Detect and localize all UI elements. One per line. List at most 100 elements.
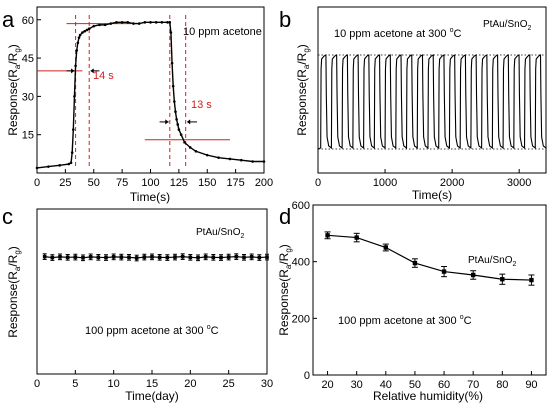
data-point-a (240, 158, 243, 162)
x-tick-label-b: 3000 (507, 177, 531, 189)
data-point-a (170, 61, 174, 65)
panel-d: d PtAu/SnO2 100 ppm acetone at 300 oC Re… (277, 200, 547, 403)
x-tick-label-d: 40 (380, 379, 392, 391)
data-point-a (73, 95, 76, 98)
data-point-c (196, 255, 200, 260)
x-tick-label-b: 0 (315, 177, 321, 189)
data-point-c (219, 255, 223, 260)
data-point-a (160, 21, 164, 24)
data-point-c (81, 255, 85, 260)
data-point-a (154, 21, 158, 24)
data-point-a (176, 123, 180, 126)
x-tick-label-a: 75 (116, 177, 128, 189)
series-line-c (44, 256, 268, 259)
data-point-a (183, 141, 186, 144)
axes-a: 0 25 50 75 100 125 150 175 200 15 30 45 60 (22, 15, 273, 189)
data-point-a (188, 146, 192, 149)
data-point-a (168, 21, 172, 24)
y-tick-label-d: 200 (292, 313, 310, 325)
data-point-a (132, 22, 135, 25)
x-tick-label-a: 200 (255, 177, 273, 189)
axes-b: 0 1000 2000 3000 (315, 169, 531, 189)
data-point-a (76, 41, 80, 45)
data-point-a (83, 29, 86, 33)
x-tick-label-c: 5 (72, 378, 78, 390)
data-point-c (257, 255, 262, 260)
series-c (42, 253, 269, 262)
data-point-a (166, 21, 169, 24)
panel-letter-c: c (2, 204, 13, 229)
data-point-a (177, 128, 181, 131)
data-point-d (383, 245, 389, 250)
series-d (324, 231, 535, 286)
data-point-c (249, 255, 254, 259)
data-point-a (120, 21, 124, 24)
data-point-c (88, 255, 93, 259)
x-axis-label-a: Time(s) (130, 190, 170, 204)
arrow-head-a (71, 68, 75, 74)
data-point-c (65, 255, 70, 260)
data-point-d (500, 277, 505, 282)
x-tick-label-c: 10 (108, 378, 120, 390)
data-point-c (111, 255, 116, 259)
panel-b: b 10 ppm acetone at 300 oC PtAu/SnO2 Tim… (279, 6, 547, 202)
x-tick-label-d: 50 (409, 379, 421, 391)
x-tick-label-a: 150 (198, 177, 216, 189)
data-point-a (194, 149, 198, 153)
x-tick-label-b: 2000 (440, 177, 464, 189)
data-point-c (157, 255, 162, 260)
data-point-c (211, 255, 216, 260)
x-axis-label-b: Time(s) (412, 188, 452, 202)
x-tick-label-d: 20 (321, 379, 333, 391)
data-point-a (77, 36, 81, 39)
data-point-a (75, 49, 79, 52)
data-point-d (529, 277, 534, 283)
data-point-c (180, 254, 185, 259)
data-point-d (325, 233, 330, 238)
data-point-d (412, 260, 418, 266)
data-point-a (228, 157, 232, 161)
x-tick-label-d: 80 (496, 379, 508, 391)
data-point-a (81, 31, 84, 34)
y-axis-label-a: Response(Ra/Rg) (6, 44, 22, 136)
data-point-a (72, 128, 75, 131)
y-tick-label-a: 30 (22, 91, 34, 103)
annotation-condition-d: 100 ppm acetone at 300 oC (338, 314, 472, 327)
arrow-head-a (186, 119, 191, 125)
data-point-a (137, 22, 141, 25)
data-point-a (217, 156, 220, 159)
y-tick-label-a: 60 (22, 15, 34, 27)
panel-letter-b: b (279, 7, 291, 32)
annotation-response-time: 14 s (93, 70, 114, 82)
annotation-material-b: PtAu/SnO2 (483, 19, 531, 32)
data-point-a (173, 100, 176, 103)
data-point-d (441, 269, 447, 274)
y-tick-label-d: 0 (304, 370, 310, 382)
data-point-a (205, 153, 209, 157)
data-point-a (92, 24, 96, 28)
x-tick-label-a: 175 (226, 177, 244, 189)
x-tick-label-a: 100 (141, 177, 159, 189)
data-point-a (74, 64, 77, 68)
data-point-a (87, 27, 91, 31)
data-point-a (175, 118, 178, 121)
data-point-a (58, 164, 61, 167)
y-tick-label-a: 45 (22, 53, 34, 65)
annotation-recovery-time: 13 s (191, 99, 212, 111)
series-line-d (327, 234, 532, 281)
series-line-a (36, 21, 264, 169)
series-b (317, 54, 547, 150)
x-tick-label-c: 20 (184, 378, 196, 390)
data-point-a (78, 33, 82, 37)
x-axis-label-d: Relative humidity(%) (373, 389, 483, 403)
data-point-c (119, 255, 124, 259)
data-point-a (149, 21, 152, 24)
annotation-material-d: PtAu/SnO2 (468, 255, 516, 268)
series-a (35, 21, 266, 170)
y-axis-label-b: Response(Ra/Rg) (295, 44, 311, 136)
panel-a: a 10 ppm acetone 14 s 13 s Time(s) Respo… (2, 6, 273, 204)
panel-letter-a: a (2, 7, 15, 32)
x-tick-label-c: 15 (146, 378, 158, 390)
data-point-a (103, 23, 107, 27)
data-point-a (179, 133, 183, 136)
